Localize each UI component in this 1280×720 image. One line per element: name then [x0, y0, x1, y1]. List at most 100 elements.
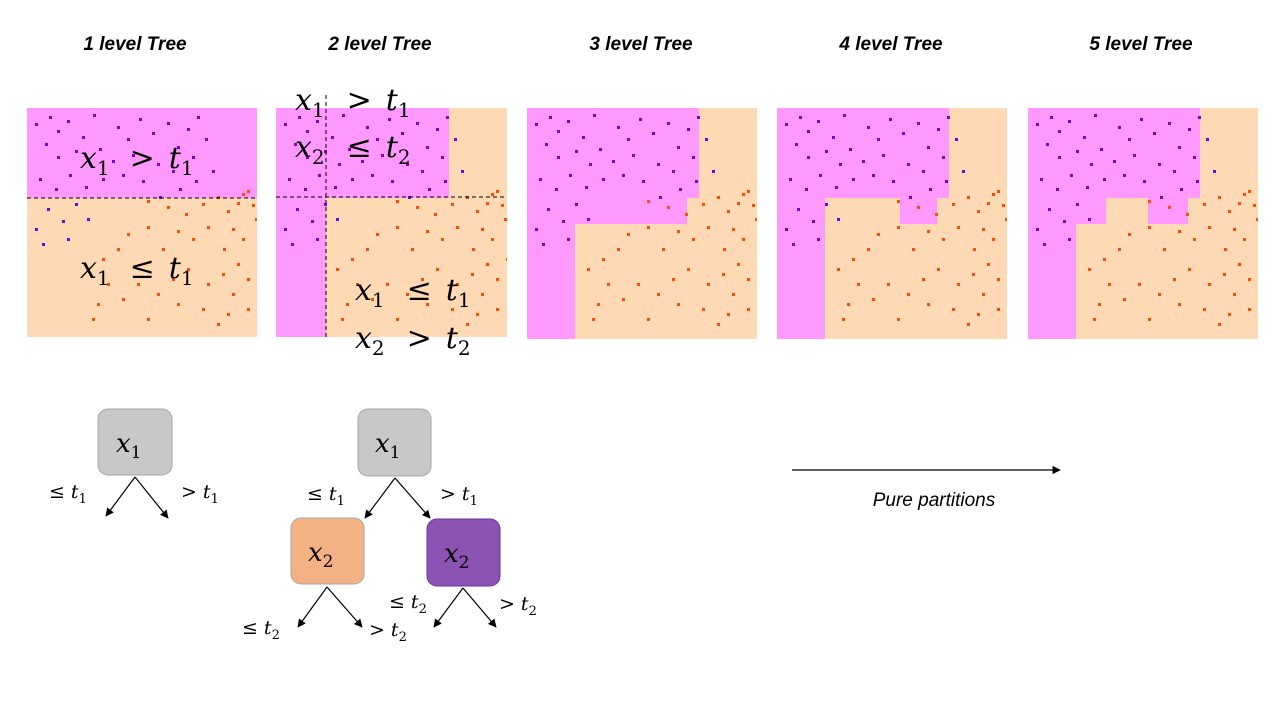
data-point-a	[549, 116, 552, 119]
data-point-b	[887, 283, 890, 286]
data-point-b	[162, 248, 165, 251]
data-point-a	[75, 203, 78, 206]
data-point-b	[707, 226, 710, 229]
data-point-b	[242, 238, 245, 241]
data-point-b	[486, 202, 489, 205]
data-point-b	[992, 238, 995, 241]
data-point-b	[677, 303, 680, 306]
data-point-b	[496, 278, 499, 281]
data-point-a	[444, 180, 447, 183]
data-point-b	[1228, 210, 1231, 213]
data-point-b	[867, 248, 870, 251]
data-point-a	[1180, 188, 1183, 191]
data-point-b	[1238, 202, 1241, 205]
data-point-b	[451, 308, 454, 311]
data-point-a	[381, 154, 384, 157]
tree2-left-right-edge	[326, 586, 363, 628]
data-point-a	[819, 174, 822, 177]
data-point-b	[912, 248, 915, 251]
data-point-a	[324, 203, 327, 206]
data-point-a	[306, 156, 309, 159]
data-point-b	[942, 238, 945, 241]
data-point-a	[1123, 174, 1126, 177]
data-point-b	[872, 298, 875, 301]
data-point-b	[1173, 278, 1176, 281]
data-point-a	[1083, 136, 1086, 139]
split-label-lower: x1 ≤ t1	[80, 251, 194, 290]
data-point-a	[167, 122, 170, 125]
scatter-points-3	[535, 114, 757, 326]
data-point-a	[1068, 238, 1071, 241]
data-point-a	[39, 178, 42, 181]
data-point-b	[376, 233, 379, 236]
data-point-a	[75, 150, 78, 153]
data-point-b	[755, 218, 757, 221]
data-point-a	[195, 180, 198, 183]
data-point-a	[89, 163, 92, 166]
data-point-a	[1076, 150, 1079, 153]
data-point-b	[227, 313, 230, 316]
data-point-a	[892, 180, 895, 183]
data-point-a	[547, 208, 550, 211]
data-point-a	[889, 118, 892, 121]
data-point-b	[1088, 268, 1091, 271]
partition-panel-1	[27, 108, 257, 337]
data-point-b	[1193, 238, 1196, 241]
data-point-b	[371, 298, 374, 301]
data-point-b	[897, 318, 900, 321]
data-point-b	[1203, 203, 1206, 206]
data-point-a	[122, 174, 125, 177]
data-point-a	[1056, 188, 1059, 191]
tree2-right-label: x2	[444, 539, 470, 573]
data-point-a	[839, 163, 842, 166]
tree2-root-label: x1	[375, 429, 401, 463]
tree2-left-right-label: > t2	[369, 619, 407, 645]
data-point-b	[451, 203, 454, 206]
data-point-b	[1002, 204, 1005, 207]
data-point-a	[205, 138, 208, 141]
data-point-b	[647, 200, 650, 203]
data-point-a	[331, 136, 334, 139]
data-point-a	[582, 136, 585, 139]
data-point-b	[456, 283, 459, 286]
tree1-right-edge	[134, 476, 169, 519]
data-point-b	[1243, 238, 1246, 241]
data-point-b	[1248, 190, 1251, 193]
region-lower-left	[276, 198, 326, 337]
data-point-b	[504, 218, 507, 221]
data-point-b	[973, 248, 976, 251]
data-point-b	[237, 263, 240, 266]
data-point-a	[1158, 163, 1161, 166]
data-point-a	[294, 143, 297, 146]
data-point-b	[842, 318, 845, 321]
split-label-bottom-2: x2 > t2	[355, 321, 471, 360]
data-point-b	[1007, 258, 1010, 261]
data-point-b	[747, 278, 750, 281]
data-point-a	[587, 218, 590, 221]
data-point-b	[857, 283, 860, 286]
caption-pure-partitions: Pure partitions	[873, 490, 996, 511]
data-point-b	[723, 248, 726, 251]
data-point-a	[795, 143, 798, 146]
data-point-a	[1058, 156, 1061, 159]
data-point-a	[291, 243, 294, 246]
data-point-b	[1103, 258, 1106, 261]
region-purple	[777, 108, 949, 339]
data-point-a	[542, 243, 545, 246]
data-point-a	[805, 188, 808, 191]
data-point-a	[376, 138, 379, 141]
data-point-b	[1138, 283, 1141, 286]
data-point-a	[1206, 138, 1209, 141]
data-point-a	[677, 146, 680, 149]
data-point-a	[1143, 180, 1146, 183]
data-point-a	[927, 146, 930, 149]
data-point-a	[1094, 114, 1097, 117]
data-point-a	[862, 160, 865, 163]
data-point-a	[817, 120, 820, 123]
data-point-b	[1256, 218, 1258, 221]
split-label-top-2: x2 ≤ t2	[295, 130, 411, 169]
data-point-b	[1248, 308, 1251, 311]
data-point-b	[421, 278, 424, 281]
data-point-b	[247, 308, 250, 311]
data-point-b	[157, 293, 160, 296]
